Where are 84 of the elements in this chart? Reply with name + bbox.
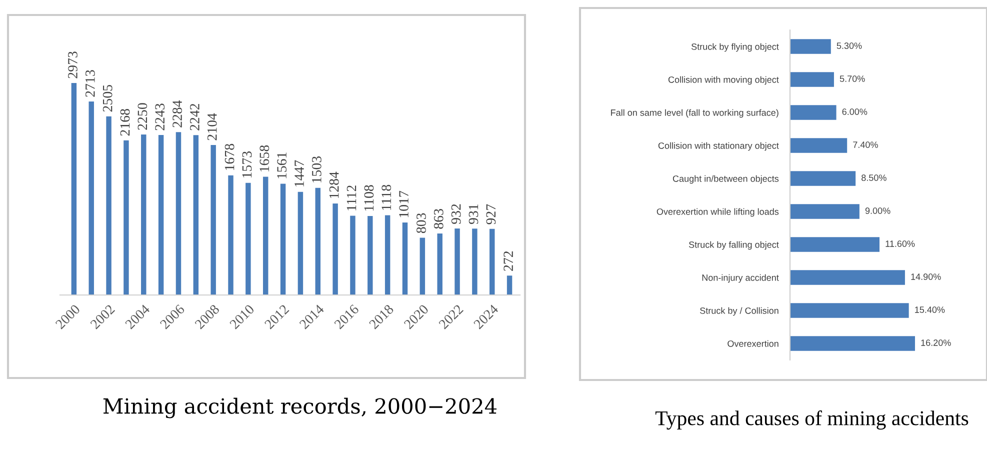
data-label: 272	[504, 251, 513, 271]
data-label: 5.70%	[840, 76, 865, 82]
data-label: 1561	[277, 152, 287, 178]
bar	[790, 303, 909, 318]
y-tick-label: Collision with moving object	[668, 76, 779, 85]
data-label: 863	[434, 209, 444, 229]
text: Mining accident records, 2000−2024	[103, 398, 497, 418]
data-label: 1108	[364, 185, 374, 211]
bar	[437, 233, 442, 295]
data-label: 2168	[120, 108, 130, 136]
y-tick-label: Collision with stationary object	[658, 142, 779, 151]
y-tick-label: Struck by flying object	[691, 43, 779, 52]
bar	[71, 83, 77, 295]
data-label: 932	[451, 204, 461, 224]
bar	[790, 105, 836, 120]
bar	[158, 135, 164, 295]
bar	[332, 203, 338, 295]
data-label: 2242	[190, 104, 200, 130]
data-label: 7.40%	[853, 142, 878, 148]
bar	[124, 140, 129, 295]
data-label: 11.60%	[886, 240, 915, 247]
bar	[472, 228, 478, 295]
bar	[790, 39, 831, 54]
bar	[790, 171, 856, 186]
bar	[790, 204, 860, 219]
data-label: 803	[416, 213, 426, 234]
data-label: 2973	[68, 52, 78, 78]
data-label: 8.50%	[862, 174, 886, 181]
data-label: 1658	[260, 145, 270, 172]
bar	[506, 276, 512, 295]
data-label: 2104	[207, 113, 217, 140]
bar	[790, 72, 834, 87]
data-label: 1017	[399, 190, 408, 218]
bar	[368, 216, 373, 295]
bar	[262, 176, 268, 295]
bar	[315, 188, 320, 295]
data-label: 1447	[294, 160, 304, 186]
bar	[350, 216, 356, 295]
bar	[490, 228, 495, 295]
data-label: 931	[468, 204, 478, 224]
y-tick-label: Overexertion	[728, 340, 778, 347]
bar	[176, 132, 182, 295]
bar	[384, 215, 390, 295]
data-label: 14.90%	[911, 274, 941, 280]
data-label: 2243	[155, 104, 165, 130]
data-label: 2713	[86, 70, 95, 97]
data-label: 1503	[312, 156, 322, 182]
bar	[141, 134, 146, 295]
data-label: 9.00%	[865, 208, 890, 214]
bar	[790, 270, 905, 285]
bar	[454, 228, 460, 295]
bar	[193, 135, 199, 295]
bar	[210, 144, 216, 295]
y-tick-label: Non-injury accident	[702, 274, 779, 283]
data-label: 2284	[172, 100, 182, 128]
data-label: 2250	[138, 103, 148, 130]
bar	[228, 175, 234, 295]
y-tick-label: Struck by / Collision	[700, 307, 778, 316]
data-label: 6.00%	[842, 108, 868, 115]
bar	[790, 237, 880, 252]
data-label: 1284	[329, 172, 339, 198]
y-tick-label: Caught in/between objects	[672, 175, 779, 184]
bar	[790, 336, 915, 351]
bar	[246, 182, 251, 295]
bar	[402, 222, 408, 295]
bar	[88, 102, 94, 295]
y-tick-label: Struck by falling object	[688, 241, 779, 250]
data-label: 1112	[346, 186, 356, 210]
data-label: 1678	[224, 144, 234, 170]
y-tick-label: Overexertion while lifting loads	[656, 208, 779, 217]
data-label: 1573	[242, 151, 252, 178]
y-tick-label: Fall on same level (fall to working surface)	[611, 109, 778, 118]
bar	[106, 116, 112, 295]
data-label: 927	[486, 204, 496, 224]
text: Types and causes of mining accidents	[655, 410, 968, 430]
bar	[790, 138, 848, 153]
data-label: 2505	[102, 84, 112, 112]
data-label: 1118	[382, 184, 392, 210]
data-label: 15.40%	[915, 306, 945, 313]
bar	[280, 184, 286, 295]
data-label: 5.30%	[836, 42, 862, 49]
bar	[420, 238, 426, 295]
bar	[298, 192, 304, 295]
data-label: 16.20%	[921, 340, 951, 346]
